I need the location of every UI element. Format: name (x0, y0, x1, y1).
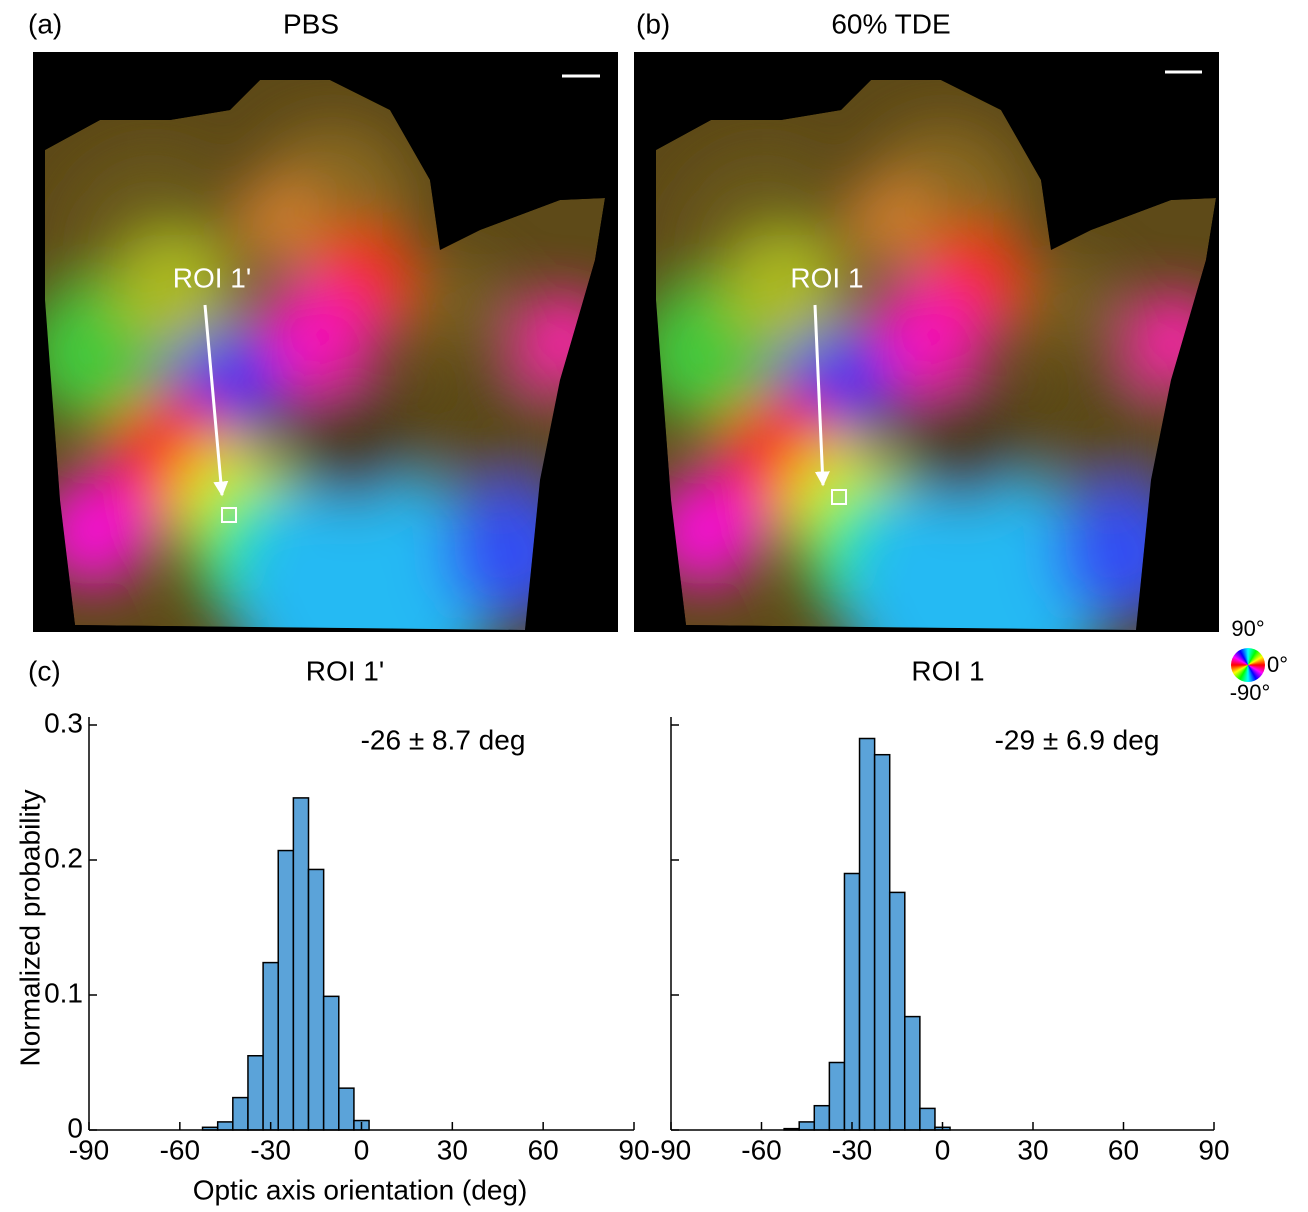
histogram-bar (858, 737, 876, 1131)
roi-arrow (813, 304, 830, 487)
x-tick-label: -90 (651, 1134, 691, 1165)
annotation: -29 ± 6.9 deg (995, 724, 1160, 755)
histogram-bar (247, 1055, 264, 1131)
x-tick-label: -30 (832, 1134, 872, 1165)
y-tick-label: 0 (67, 1112, 83, 1143)
wheel-label: 0° (1267, 652, 1288, 677)
x-tick-label: 60 (1108, 1134, 1139, 1165)
tissue-color (904, 382, 1024, 502)
wheel-label: 90° (1231, 616, 1264, 641)
histogram-bar (798, 1121, 816, 1131)
panel-label: (a) (28, 8, 62, 39)
tissue-color (1044, 372, 1164, 492)
histogram-bar (888, 891, 906, 1131)
tissue-color (403, 252, 503, 352)
roi-box (221, 507, 237, 523)
x-tick-label: 90 (1198, 1134, 1229, 1165)
roi-label: ROI 1' (173, 262, 251, 293)
tissue-color (233, 462, 493, 630)
tissue-color (864, 282, 984, 402)
histogram-bar (262, 961, 279, 1131)
y-tick-label: 0.2 (44, 842, 83, 873)
tissue-color (293, 382, 413, 502)
histogram-bar (828, 1061, 846, 1131)
histogram-bar (338, 1087, 355, 1131)
panel-label: (c) (28, 655, 61, 686)
roi-label: ROI 1 (790, 262, 863, 293)
chart-title: ROI 1' (306, 655, 384, 686)
histogram-bar (322, 995, 340, 1131)
tissue-color (253, 282, 373, 402)
color-wheel (1231, 648, 1265, 682)
tissue-color (238, 177, 328, 267)
histogram-bar (843, 872, 861, 1131)
panel-title: 60% TDE (831, 8, 950, 39)
roi-box (831, 489, 847, 505)
x-tick-label: 30 (437, 1134, 468, 1165)
tissue-color (433, 372, 553, 492)
histogram-bar (307, 868, 325, 1131)
y-tick-label: 0.1 (44, 977, 83, 1008)
x-tick-label: 0 (935, 1134, 951, 1165)
tissue (656, 80, 1216, 630)
chart-title: ROI 1 (911, 655, 984, 686)
y-axis-label: Normalized probability (14, 789, 45, 1066)
x-tick-label: 30 (1017, 1134, 1048, 1165)
wheel-label: -90° (1230, 680, 1271, 705)
y-tick-label: 0.3 (44, 707, 83, 738)
annotation: -26 ± 8.7 deg (361, 724, 526, 755)
tissue-color (849, 177, 939, 267)
tissue-color (844, 462, 1104, 630)
panel-title: PBS (283, 8, 339, 39)
x-tick-label: 0 (354, 1134, 370, 1165)
tissue-color (113, 232, 233, 352)
x-tick-label: -60 (741, 1134, 781, 1165)
x-tick-label: 90 (618, 1134, 649, 1165)
tissue-color (1014, 252, 1114, 352)
roi-arrow (203, 304, 229, 497)
histogram-bar (873, 753, 891, 1131)
histogram-bar (813, 1104, 831, 1131)
x-tick-label: -90 (69, 1134, 109, 1165)
tissue-colors (656, 122, 1216, 630)
histogram-bar (919, 1107, 936, 1131)
histogram-bar (277, 849, 295, 1131)
histogram-bar (216, 1121, 234, 1131)
histogram-bar (904, 1015, 921, 1131)
tissue-color (724, 232, 844, 352)
panel-label: (b) (636, 8, 670, 39)
histogram-bar (292, 797, 310, 1131)
x-tick-label: 60 (528, 1134, 559, 1165)
x-tick-label: -30 (250, 1134, 290, 1165)
x-tick-label: -60 (160, 1134, 200, 1165)
histogram-bar (232, 1096, 249, 1131)
x-axis-label: Optic axis orientation (deg) (193, 1174, 528, 1205)
